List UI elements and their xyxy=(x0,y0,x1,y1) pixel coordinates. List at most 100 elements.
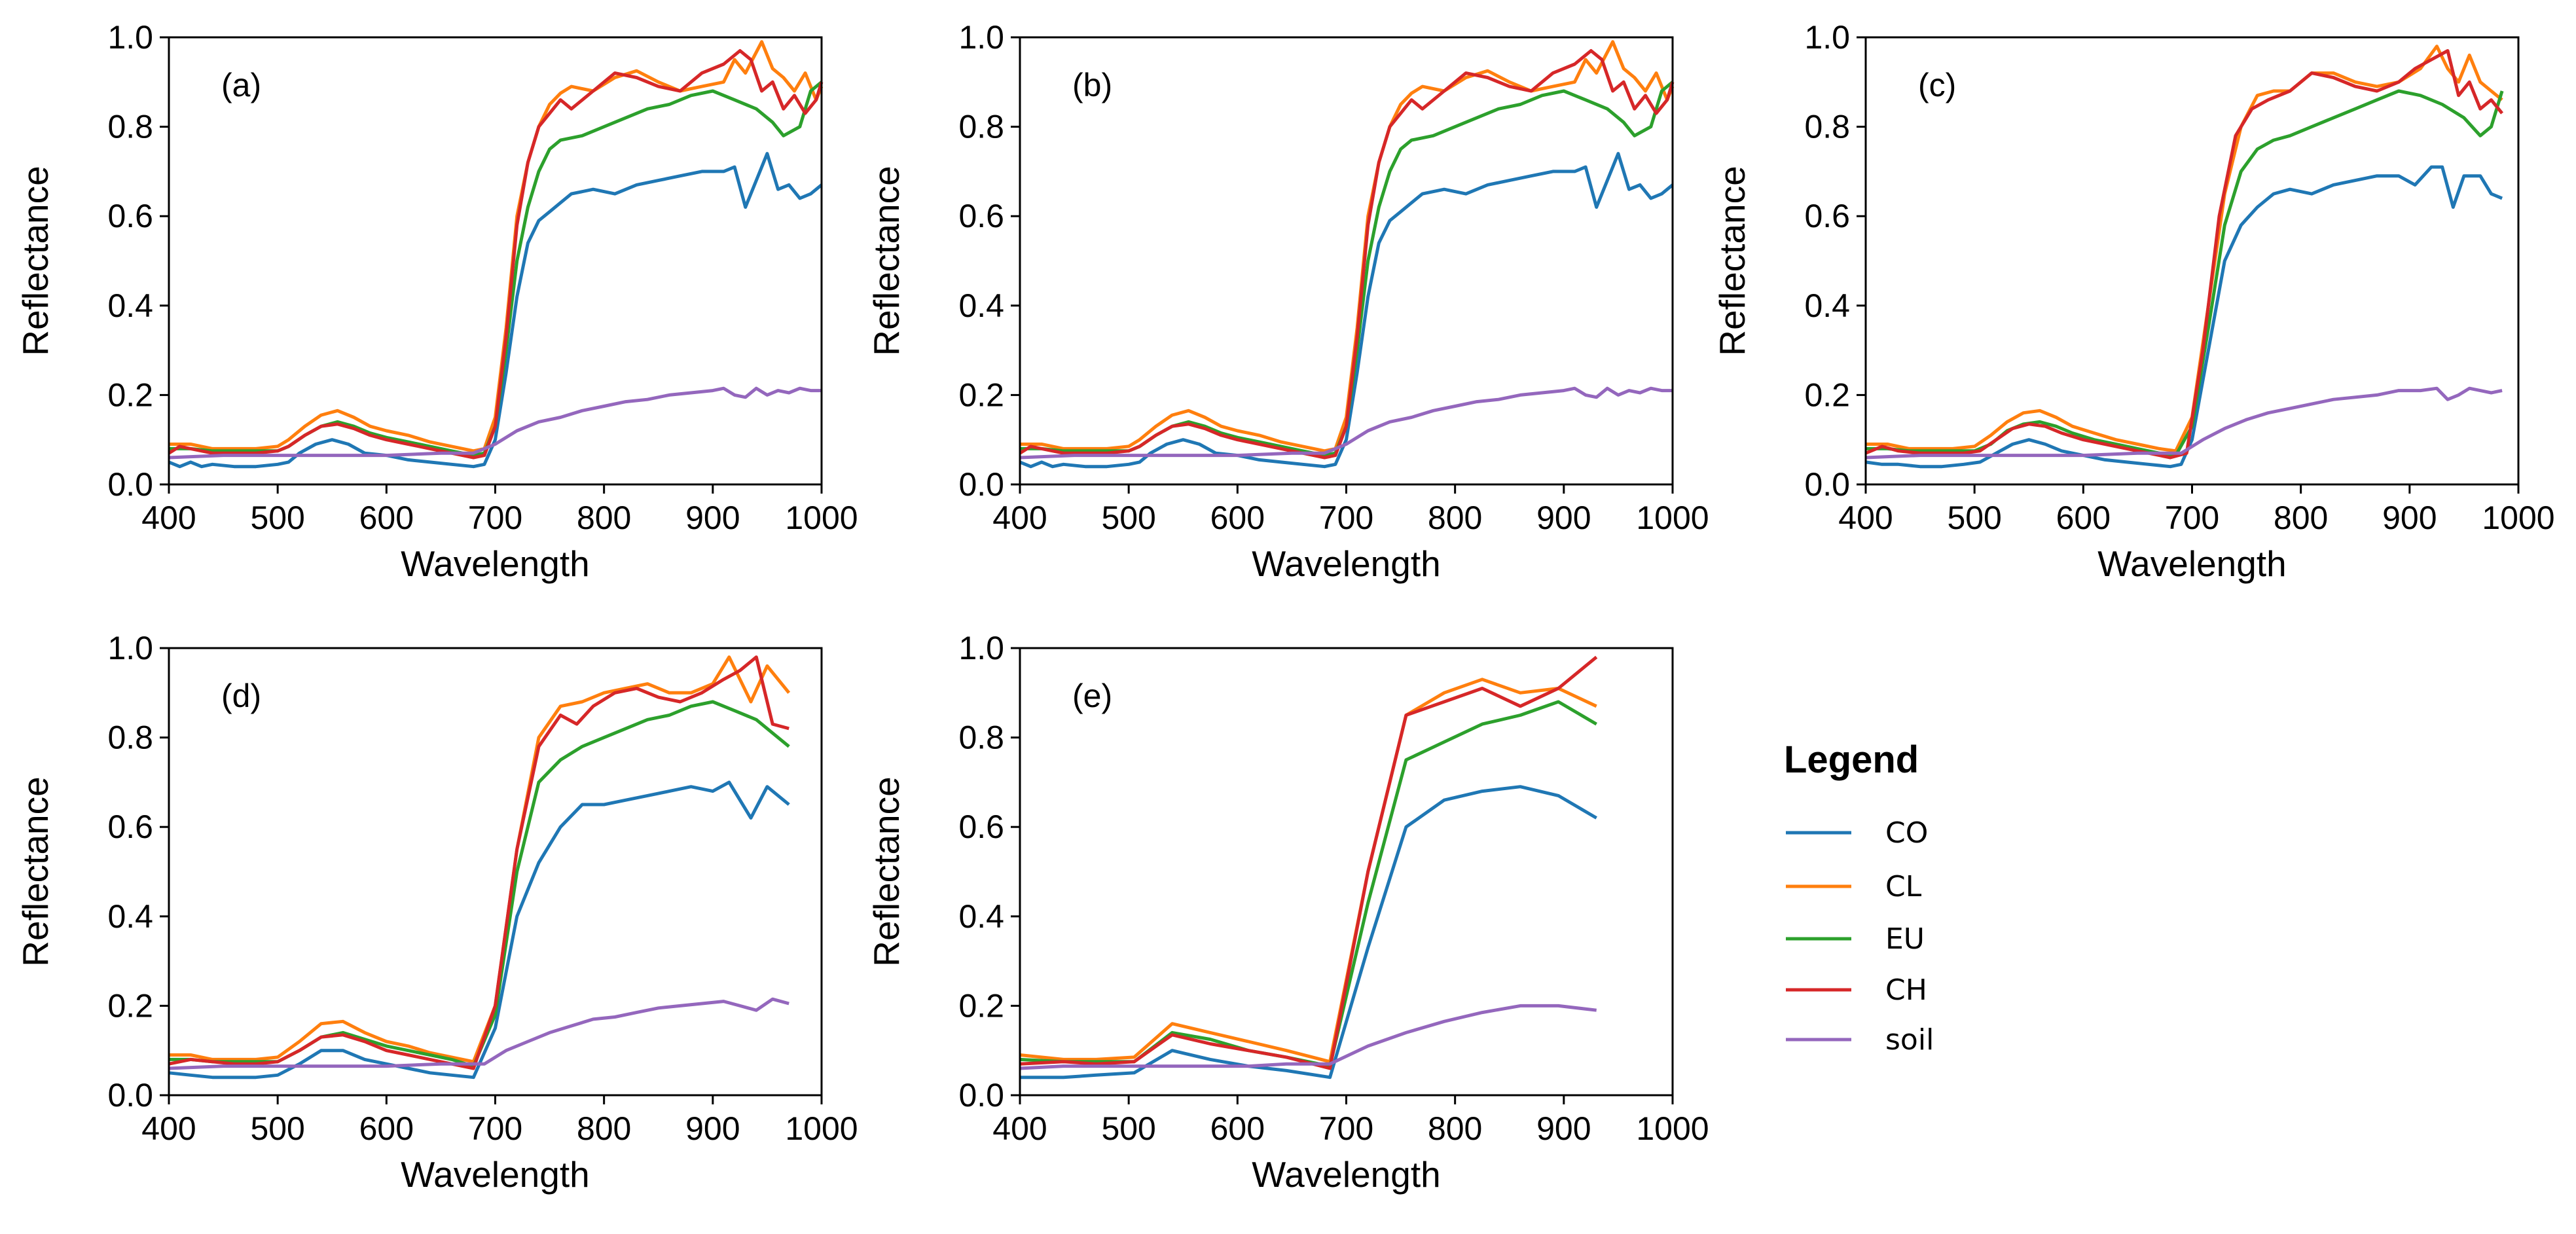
panel-d: 400 500 600 700 800 900 1000 0.0 0.2 0.4 0.6 0.8 1.0… xyxy=(15,630,858,1195)
panel-e-series-soil xyxy=(1019,1004,1597,1070)
panel-e-ytick-label: 0.2 xyxy=(958,987,1004,1024)
panel-b-label: (b) xyxy=(1072,67,1112,103)
panel-b-xlabel: Wavelength xyxy=(1252,543,1440,584)
panel-b-ytick-label: 0.6 xyxy=(958,198,1004,234)
panel-d-ylabel: Reflectance xyxy=(15,776,56,966)
legend-entry-soil: soil xyxy=(1786,1023,1934,1057)
panel-d-xtick-label: 800 xyxy=(577,1110,631,1147)
panel-c-xtick-label: 700 xyxy=(2165,499,2219,536)
panel-a-xtick-label: 500 xyxy=(250,499,304,536)
legend-entry-cl: CL xyxy=(1786,870,1922,903)
panel-b-series-ch xyxy=(1019,49,1675,460)
panel-e-ytick-label: 1.0 xyxy=(958,630,1004,666)
panel-c: 400 500 600 700 800 900 1000 0.0 0.2 0.4 0.6 0.8 1.0… xyxy=(1712,19,2555,584)
panel-b-xtick-label: 500 xyxy=(1101,499,1155,536)
panel-a-ytick-label: 0.8 xyxy=(107,109,153,145)
legend-entry-ch: CH xyxy=(1786,973,1927,1007)
panel-e-xtick-label: 1000 xyxy=(1636,1110,1709,1147)
panel-e-xtick-label: 500 xyxy=(1101,1110,1155,1147)
panel-d-series-ch xyxy=(168,655,789,1070)
panel-a-xtick-label: 800 xyxy=(577,499,631,536)
panel-a: 400 500 600 700 800 900 1000 0.0 0.2 0.4 0.6 0.8 1.0… xyxy=(15,19,858,584)
panel-a-label: (a) xyxy=(221,67,261,103)
panel-a-ylabel: Reflectance xyxy=(15,166,56,355)
panel-b-ytick-label: 0.0 xyxy=(958,466,1004,503)
panel-a-xtick-label: 600 xyxy=(359,499,414,536)
panel-b-ytick-label: 0.8 xyxy=(958,109,1004,145)
panels: 400 500 600 700 800 900 1000 0.0 0.2 0.4 0.6 0.8 1.0… xyxy=(15,19,2555,1195)
panel-e-ytick-label: 0.8 xyxy=(958,719,1004,756)
panel-d-series-co xyxy=(168,780,790,1080)
panel-b-xtick-label: 600 xyxy=(1210,499,1265,536)
panel-d-label: (d) xyxy=(221,678,261,714)
panel-a-ytick-label: 0.6 xyxy=(107,198,153,234)
panel-c-ylabel: Reflectance xyxy=(1712,166,1752,355)
panel-d-ytick-label: 0.0 xyxy=(107,1077,153,1114)
panel-a-xtick-label: 900 xyxy=(685,499,740,536)
panel-a-series-soil xyxy=(168,386,822,460)
legend-title: Legend xyxy=(1784,738,1919,781)
panel-b-series-soil xyxy=(1019,386,1673,460)
panel-c-ytick-label: 0.0 xyxy=(1804,466,1850,503)
panel-c-xlabel: Wavelength xyxy=(2097,543,2286,584)
panel-c-ytick-label: 1.0 xyxy=(1804,19,1850,56)
panel-e-xtick-label: 700 xyxy=(1319,1110,1373,1147)
panel-b-xtick-label: 400 xyxy=(992,499,1047,536)
panel-a-ytick-label: 0.0 xyxy=(107,466,153,503)
panel-b: 400 500 600 700 800 900 1000 0.0 0.2 0.4 0.6 0.8 1.0… xyxy=(866,19,1709,584)
panel-c-ytick-label: 0.6 xyxy=(1804,198,1850,234)
panel-e-ytick-label: 0.6 xyxy=(958,808,1004,845)
panel-a-ytick-label: 0.2 xyxy=(107,376,153,413)
panel-c-label: (c) xyxy=(1918,67,1956,103)
panel-c-xtick-label: 1000 xyxy=(2482,499,2554,536)
legend-label-cl: CL xyxy=(1885,870,1922,903)
panel-a-xtick-label: 1000 xyxy=(785,499,858,536)
panel-e-ylabel: Reflectance xyxy=(866,776,907,966)
panel-b-ytick-label: 1.0 xyxy=(958,19,1004,56)
panel-e-xlabel: Wavelength xyxy=(1252,1154,1440,1195)
panel-d-xtick-label: 1000 xyxy=(785,1110,858,1147)
panel-d-series-soil xyxy=(168,997,789,1070)
panel-e-ytick-label: 0.0 xyxy=(958,1077,1004,1114)
panel-e-xtick-label: 900 xyxy=(1536,1110,1591,1147)
panel-e-series-co xyxy=(1020,785,1597,1080)
panel-e-xtick-label: 400 xyxy=(992,1110,1047,1147)
panel-d-xtick-label: 600 xyxy=(359,1110,414,1147)
panel-a-xtick-label: 700 xyxy=(468,499,522,536)
panel-b-ytick-label: 0.4 xyxy=(958,287,1004,324)
panel-a-ytick-label: 1.0 xyxy=(107,19,153,56)
panel-c-ytick-label: 0.4 xyxy=(1804,287,1850,324)
panel-c-ytick-label: 0.2 xyxy=(1804,376,1850,413)
legend-label-soil: soil xyxy=(1885,1023,1934,1057)
panel-e-label: (e) xyxy=(1072,678,1112,714)
panel-d-xlabel: Wavelength xyxy=(401,1154,589,1195)
panel-c-xtick-label: 900 xyxy=(2382,499,2437,536)
legend-label-eu: EU xyxy=(1885,922,1925,956)
panel-a-ytick-label: 0.4 xyxy=(107,287,153,324)
panel-e-xtick-label: 800 xyxy=(1428,1110,1482,1147)
panel-d-xtick-label: 500 xyxy=(250,1110,304,1147)
panel-b-xtick-label: 900 xyxy=(1536,499,1591,536)
panel-d-ytick-label: 0.6 xyxy=(107,808,153,845)
panel-c-ytick-label: 0.8 xyxy=(1804,109,1850,145)
panel-b-xtick-label: 1000 xyxy=(1636,499,1709,536)
panel-e-xtick-label: 600 xyxy=(1210,1110,1265,1147)
legend: Legend CO CL EU CH soil xyxy=(1784,738,1934,1057)
panel-a-series-ch xyxy=(168,49,824,460)
panel-b-xtick-label: 800 xyxy=(1428,499,1482,536)
panel-c-xtick-label: 800 xyxy=(2274,499,2328,536)
panel-d-xtick-label: 900 xyxy=(685,1110,740,1147)
panel-e-ytick-label: 0.4 xyxy=(958,898,1004,935)
panel-b-ylabel: Reflectance xyxy=(866,166,907,355)
panel-c-series-soil xyxy=(1865,386,2503,460)
panel-d-ytick-label: 0.8 xyxy=(107,719,153,756)
panel-c-xtick-label: 400 xyxy=(1838,499,1893,536)
panel-d-ytick-label: 1.0 xyxy=(107,630,153,666)
panel-b-xtick-label: 700 xyxy=(1319,499,1373,536)
panel-b-ytick-label: 0.2 xyxy=(958,376,1004,413)
panel-c-xtick-label: 500 xyxy=(1947,499,2001,536)
panel-c-series-co xyxy=(1865,165,2503,469)
panel-b-series-co xyxy=(1019,152,1674,469)
